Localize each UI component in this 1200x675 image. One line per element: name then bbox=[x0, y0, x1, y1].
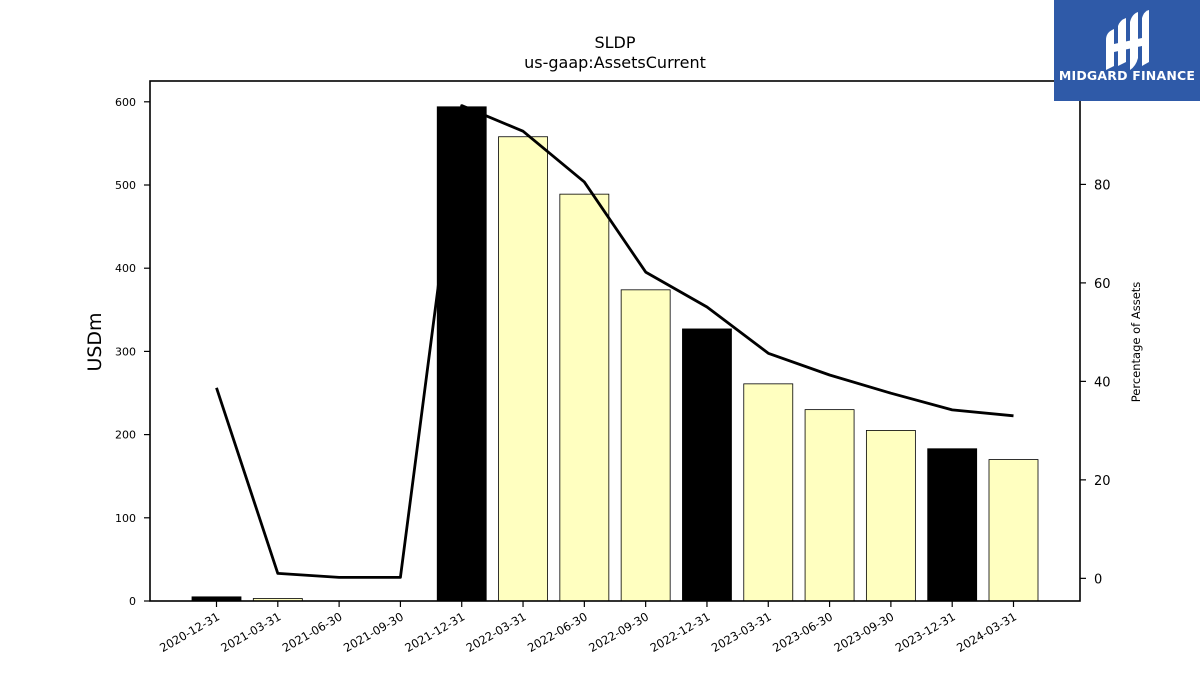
bar bbox=[988, 459, 1039, 602]
y2-tick-label: 80 bbox=[1094, 178, 1111, 193]
bar bbox=[743, 383, 794, 602]
y-tick-label: 600 bbox=[115, 96, 136, 109]
bar bbox=[559, 193, 610, 602]
y-tick-label: 300 bbox=[115, 345, 136, 358]
y-tick-label: 200 bbox=[115, 429, 136, 442]
bar bbox=[620, 289, 671, 602]
bar bbox=[927, 448, 978, 602]
percentage-line bbox=[215, 104, 1014, 579]
x-tick-label: 2022-12-31 bbox=[648, 609, 713, 655]
y2-tick-label: 0 bbox=[1094, 572, 1102, 587]
x-tick-label: 2023-03-31 bbox=[709, 609, 774, 655]
chart-title: SLDP bbox=[594, 33, 635, 52]
y-tick-label: 500 bbox=[115, 179, 136, 192]
bars bbox=[191, 106, 1039, 602]
bar bbox=[804, 409, 855, 602]
y-tick-label: 400 bbox=[115, 262, 136, 275]
x-tick-label: 2024-03-31 bbox=[954, 609, 1019, 655]
x-tick-label: 2021-06-30 bbox=[280, 609, 345, 655]
logo-text: MIDGARD FINANCE bbox=[1058, 68, 1196, 83]
x-tick-label: 2021-12-31 bbox=[402, 609, 467, 655]
logo: MIDGARD FINANCE bbox=[1054, 0, 1200, 101]
y-tick-label: 0 bbox=[129, 595, 136, 608]
x-tick-label: 2023-06-30 bbox=[770, 609, 835, 655]
y2-axis-label: Percentage of Assets bbox=[1129, 282, 1143, 403]
x-tick-label: 2020-12-31 bbox=[157, 609, 222, 655]
x-tick-label: 2023-09-30 bbox=[831, 609, 896, 655]
y2-tick-label: 60 bbox=[1094, 277, 1111, 292]
x-tick-label: 2021-03-31 bbox=[218, 609, 283, 655]
percentage-line-path bbox=[215, 104, 1014, 579]
y-tick-label: 100 bbox=[115, 512, 136, 525]
bar bbox=[498, 136, 548, 602]
x-tick-label: 2021-09-30 bbox=[341, 609, 406, 655]
x-tick-label: 2022-03-31 bbox=[464, 609, 529, 655]
x-tick-label: 2022-06-30 bbox=[525, 609, 590, 655]
chart-subtitle: us-gaap:AssetsCurrent bbox=[524, 53, 706, 72]
x-tick-label: 2023-12-31 bbox=[893, 609, 958, 655]
y-axis-label: USDm bbox=[84, 312, 106, 371]
bar bbox=[682, 328, 732, 602]
bar bbox=[865, 430, 916, 602]
plot-frame bbox=[149, 80, 1081, 602]
x-tick-label: 2022-09-30 bbox=[586, 609, 651, 655]
y2-tick-label: 40 bbox=[1094, 375, 1111, 390]
bar bbox=[436, 106, 487, 602]
logo-mark-icon bbox=[1106, 10, 1149, 70]
y2-tick-label: 20 bbox=[1094, 474, 1111, 489]
